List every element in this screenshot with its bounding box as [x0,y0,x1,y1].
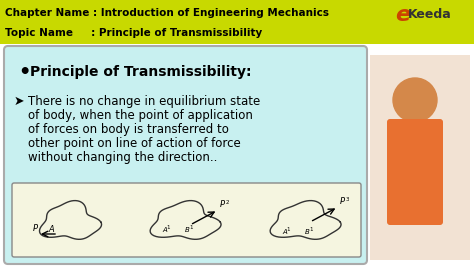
Text: A: A [48,225,54,234]
Text: 1: 1 [309,227,312,232]
FancyBboxPatch shape [370,55,470,260]
Text: without changing the direction..: without changing the direction.. [28,151,218,164]
Text: 1: 1 [286,227,290,232]
Text: A: A [162,227,167,233]
FancyBboxPatch shape [387,119,443,225]
Text: Principle of Transmissibility:: Principle of Transmissibility: [30,65,252,79]
Text: B: B [185,227,190,233]
Circle shape [393,78,437,122]
FancyBboxPatch shape [0,0,474,44]
Text: 1: 1 [189,225,192,230]
Text: 1: 1 [166,225,170,230]
FancyBboxPatch shape [12,183,361,257]
Text: A: A [282,229,287,235]
Text: P: P [33,224,38,233]
Text: There is no change in equilibrium state: There is no change in equilibrium state [28,95,260,108]
Text: 3: 3 [346,197,349,202]
Text: e: e [395,5,410,25]
Text: P: P [340,197,345,206]
Text: B: B [305,229,310,235]
Text: other point on line of action of force: other point on line of action of force [28,137,241,150]
FancyBboxPatch shape [4,46,367,264]
Text: Topic Name     : Principle of Transmissibility: Topic Name : Principle of Transmissibili… [5,28,262,38]
Text: 2: 2 [226,200,229,205]
Text: of forces on body is transferred to: of forces on body is transferred to [28,123,229,136]
Text: P: P [220,200,225,209]
Text: Keeda: Keeda [408,9,452,22]
Text: •: • [18,63,30,81]
Text: ➤: ➤ [14,95,25,108]
Text: of body, when the point of application: of body, when the point of application [28,109,253,122]
Text: Chapter Name : Introduction of Engineering Mechanics: Chapter Name : Introduction of Engineeri… [5,8,329,18]
